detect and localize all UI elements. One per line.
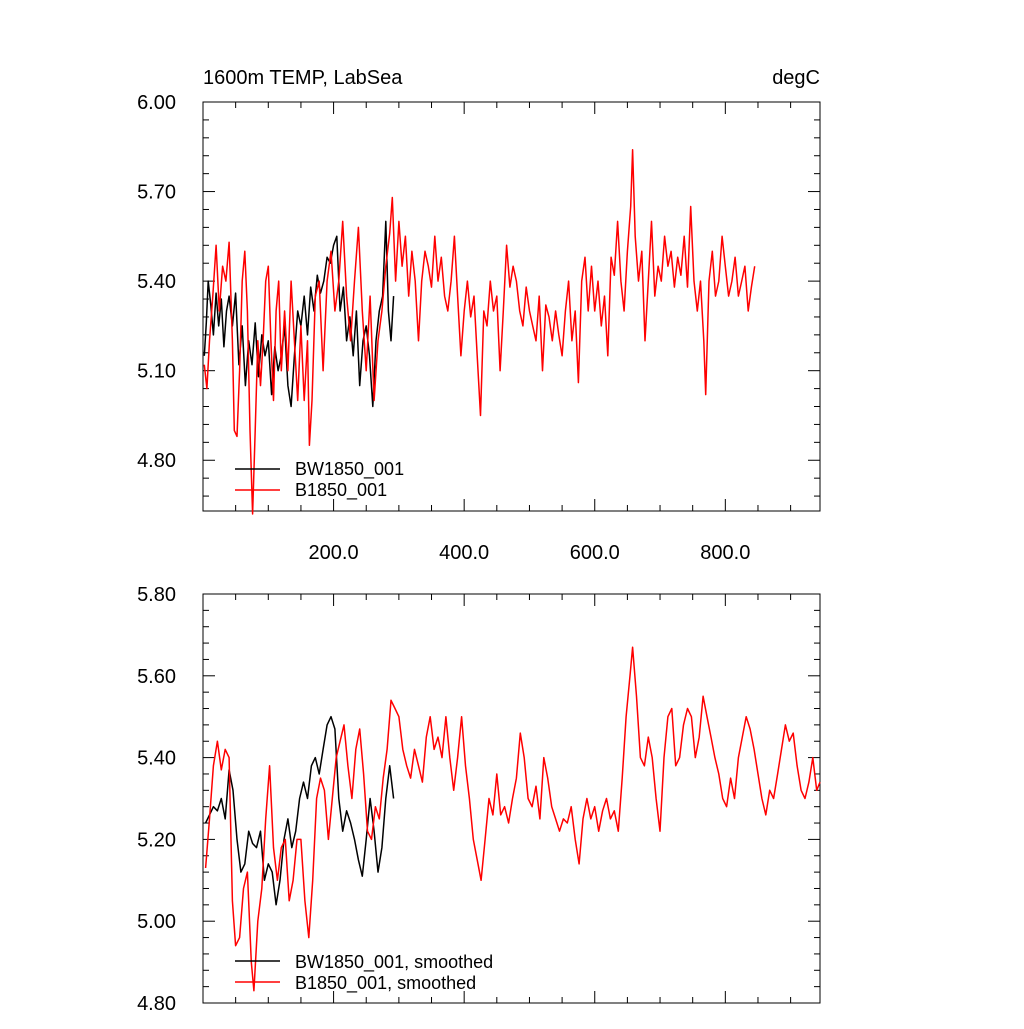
bottom-panel: 5.80 5.60 5.40 5.20 5.00 4.80 BW1850_001, smo… (137, 584, 821, 1015)
legend-label-bw1850: BW1850_001 (295, 459, 404, 480)
x-tick-label: 200.0 (309, 542, 359, 564)
y-tick-label: 4.80 (137, 450, 176, 472)
y-tick-label: 4.80 (137, 993, 176, 1015)
y-tick-label: 6.00 (137, 92, 176, 114)
series-line-0 (204, 715, 395, 906)
y-tick-label: 5.20 (137, 829, 176, 851)
series-line-0 (203, 220, 395, 408)
bottom-legend: BW1850_001, smoothed B1850_001, smoothed (235, 952, 493, 994)
series-line-1 (204, 646, 821, 992)
series-line-1 (203, 149, 756, 515)
y-tick-label: 5.60 (137, 666, 176, 688)
y-tick-label: 5.40 (137, 271, 176, 293)
top-panel-title: 1600m TEMP, LabSea (203, 67, 403, 89)
y-tick-label: 5.70 (137, 182, 176, 204)
x-tick-label: 800.0 (700, 542, 750, 564)
bottom-plot-area: 5.80 5.60 5.40 5.20 5.00 4.80 (137, 584, 821, 1015)
y-tick-label: 5.10 (137, 361, 176, 383)
plot-frame (202, 101, 821, 512)
plot-frame (202, 593, 821, 1004)
y-tick-label: 5.80 (137, 584, 176, 606)
legend-label-bw1850-smoothed: BW1850_001, smoothed (295, 952, 493, 973)
legend-label-b1850-smoothed: B1850_001, smoothed (295, 973, 476, 994)
y-tick-label: 5.40 (137, 748, 176, 770)
y-tick-label: 5.00 (137, 911, 176, 933)
top-panel: 1600m TEMP, LabSea degC 6.00 5.70 5.40 5.10… (137, 67, 821, 564)
legend-label-b1850: B1850_001 (295, 480, 387, 501)
top-panel-units: degC (772, 67, 820, 89)
x-tick-label: 400.0 (439, 542, 489, 564)
top-plot-area: 6.00 5.70 5.40 5.10 4.80 200.0 400.0 600.0 800.0 (137, 92, 821, 564)
top-legend: BW1850_001 B1850_001 (235, 459, 404, 501)
x-tick-label: 600.0 (570, 542, 620, 564)
